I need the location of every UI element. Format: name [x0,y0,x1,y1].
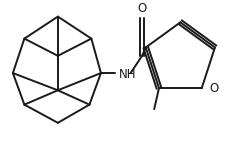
Text: O: O [138,2,147,15]
Text: O: O [209,82,219,95]
Text: NH: NH [119,68,137,81]
